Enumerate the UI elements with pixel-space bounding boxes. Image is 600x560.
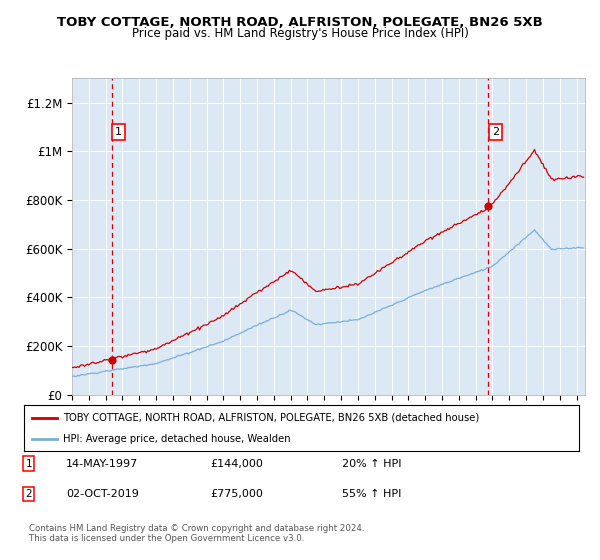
Text: 02-OCT-2019: 02-OCT-2019	[66, 489, 139, 499]
Text: Price paid vs. HM Land Registry's House Price Index (HPI): Price paid vs. HM Land Registry's House …	[131, 27, 469, 40]
Text: 55% ↑ HPI: 55% ↑ HPI	[342, 489, 401, 499]
Point	[107, 355, 116, 364]
Text: 1: 1	[25, 459, 32, 469]
Text: 1: 1	[115, 127, 122, 137]
Text: 20% ↑ HPI: 20% ↑ HPI	[342, 459, 401, 469]
Text: £144,000: £144,000	[210, 459, 263, 469]
Text: 14-MAY-1997: 14-MAY-1997	[66, 459, 138, 469]
Text: £775,000: £775,000	[210, 489, 263, 499]
Text: TOBY COTTAGE, NORTH ROAD, ALFRISTON, POLEGATE, BN26 5XB (detached house): TOBY COTTAGE, NORTH ROAD, ALFRISTON, POL…	[63, 413, 479, 423]
Text: 2: 2	[25, 489, 32, 499]
Text: 2: 2	[491, 127, 499, 137]
Text: Contains HM Land Registry data © Crown copyright and database right 2024.
This d: Contains HM Land Registry data © Crown c…	[29, 524, 364, 543]
Text: HPI: Average price, detached house, Wealden: HPI: Average price, detached house, Weal…	[63, 435, 290, 444]
Point	[484, 202, 493, 211]
Text: TOBY COTTAGE, NORTH ROAD, ALFRISTON, POLEGATE, BN26 5XB: TOBY COTTAGE, NORTH ROAD, ALFRISTON, POL…	[57, 16, 543, 29]
